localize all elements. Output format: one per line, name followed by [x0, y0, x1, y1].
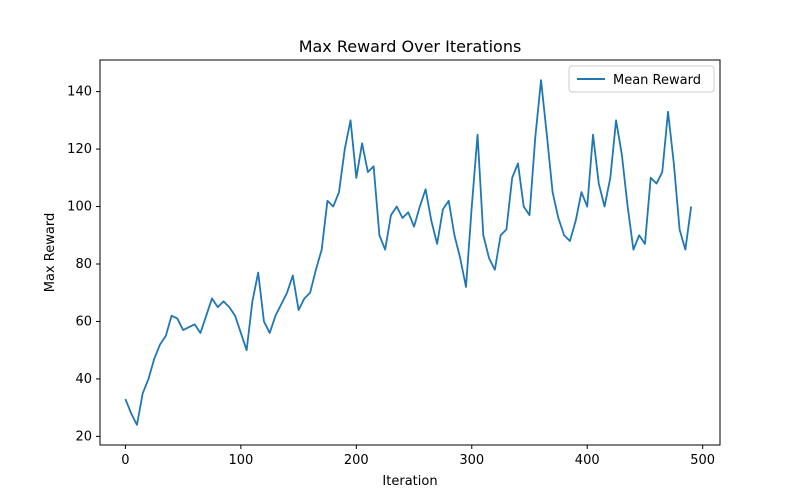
y-tick-label: 100 — [67, 200, 92, 215]
series-layer — [124, 79, 693, 426]
x-tick-label: 300 — [459, 453, 484, 468]
y-tick-label: 40 — [75, 372, 92, 387]
y-tick-label: 120 — [67, 142, 92, 157]
x-axis-label: Iteration — [382, 474, 437, 489]
legend: Mean Reward — [568, 65, 715, 93]
chart-title: Max Reward Over Iterations — [299, 37, 522, 56]
y-tick-label: 20 — [75, 429, 92, 444]
x-tick-label: 0 — [121, 453, 129, 468]
y-tick-label: 60 — [75, 314, 92, 329]
y-tick-label: 80 — [75, 257, 92, 272]
y-tick-label: 140 — [67, 85, 92, 100]
x-tick-label: 400 — [575, 453, 600, 468]
x-tick-label: 100 — [228, 453, 253, 468]
legend-box — [568, 65, 715, 93]
series-line-mean-reward — [124, 79, 693, 426]
x-tick-label: 500 — [690, 453, 715, 468]
y-axis: 20 40 60 80 100 120 140 — [67, 85, 100, 444]
x-axis: 0 100 200 300 400 500 — [121, 445, 715, 468]
y-axis-label: Max Reward — [43, 213, 58, 292]
plot-frame — [99, 59, 721, 446]
legend-label-mean-reward: Mean Reward — [613, 73, 701, 88]
x-tick-label: 200 — [344, 453, 369, 468]
